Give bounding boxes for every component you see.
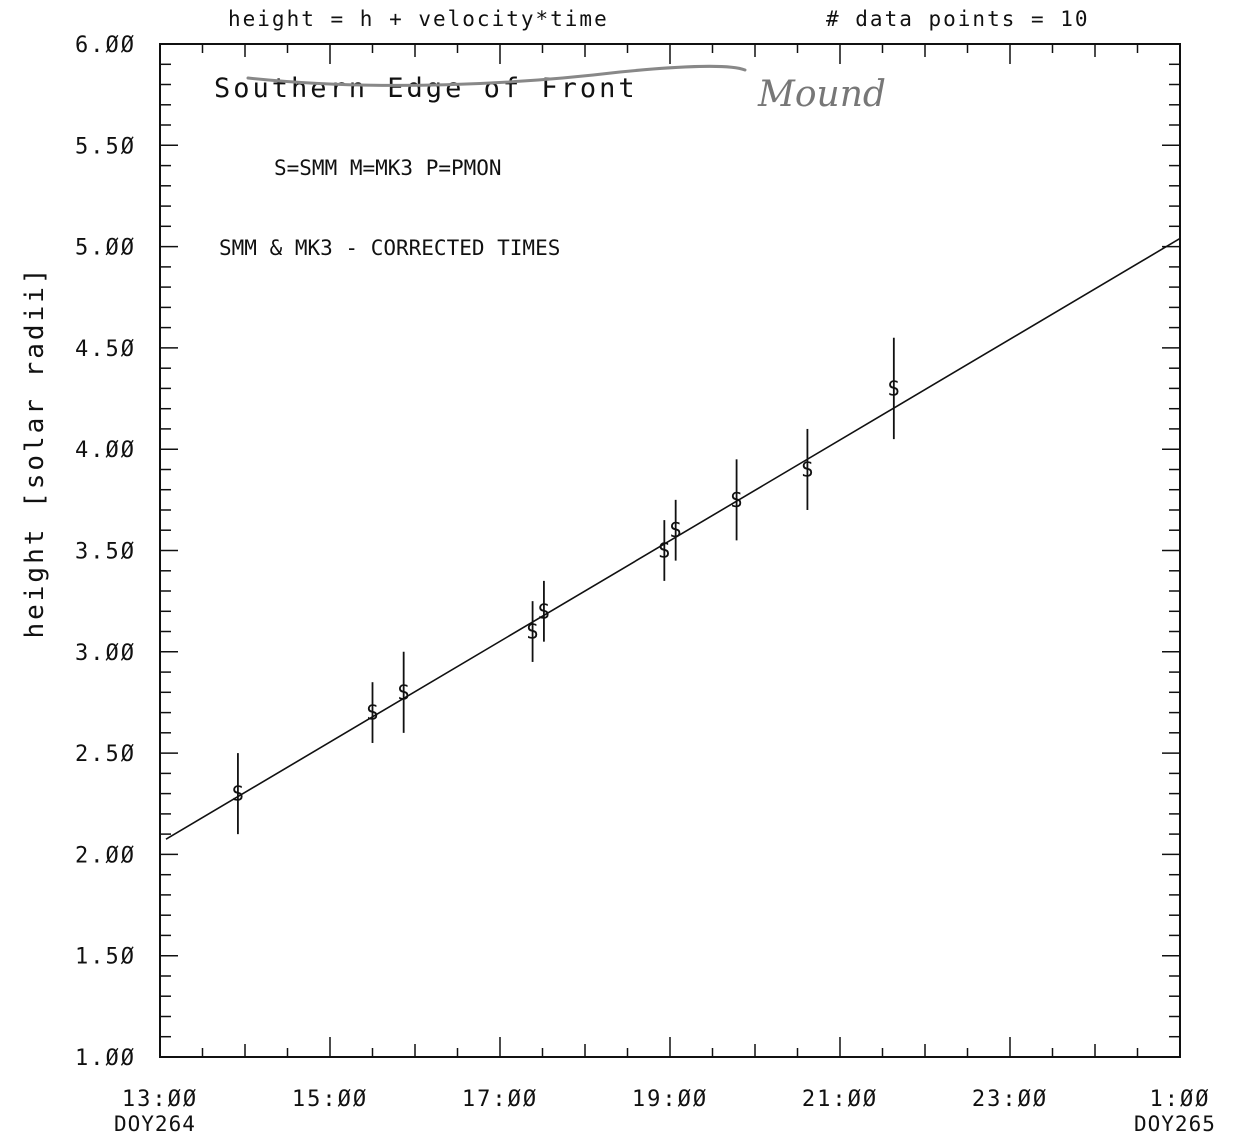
data-point-marker: S [527,620,539,644]
y-tick-label: 3.5Ø [75,540,136,565]
y-tick-label: 1.5Ø [75,945,136,970]
x-day-label-end: DOY265 [1134,1112,1216,1136]
y-tick-label: 5.5Ø [75,134,136,159]
y-tick-label: 2.5Ø [75,742,136,767]
axis-ticks [159,43,1181,1058]
y-tick-label: 4.5Ø [75,337,136,362]
x-tick-label: 17:ØØ [462,1087,538,1112]
data-point-marker: S [888,376,900,400]
corrected-times-note: SMM & MK3 - CORRECTED TIMES [219,236,560,260]
y-tick-label: 4.ØØ [75,438,136,463]
y-tick-label: 5.ØØ [75,236,136,261]
data-point-marker: S [232,782,244,806]
data-point-marker: S [731,488,743,512]
x-tick-label: 13:ØØ [122,1087,198,1112]
header-left: height = h + velocity*time [228,7,609,31]
y-axis-label: height [solar radii] [20,265,50,638]
x-day-label-start: DOY264 [114,1112,196,1136]
handwritten-strike [246,64,747,87]
y-tick-label: 2.ØØ [75,843,136,868]
data-point-marker: S [658,539,670,563]
data-point-marker: S [398,680,410,704]
x-tick-label: 23:ØØ [972,1087,1048,1112]
data-point-marker: S [538,599,550,623]
handwritten-note: Mound [757,74,886,115]
x-tick-label: 15:ØØ [292,1087,368,1112]
data-point-marker: S [801,457,813,481]
data-point-marker: S [366,701,378,725]
x-tick-label: 1:ØØ [1150,1087,1211,1112]
x-tick-label: 21:ØØ [802,1087,878,1112]
y-tick-label: 1.ØØ [75,1046,136,1071]
marker-legend: S=SMM M=MK3 P=PMON [274,156,502,180]
y-tick-label: 6.ØØ [75,33,136,58]
header-right: # data points = 10 [826,7,1090,31]
x-tick-labels: 13:ØØ 15:ØØ 17:ØØ 19:ØØ 21:ØØ 23:ØØ 1:ØØ [122,1087,1211,1112]
x-tick-label: 19:ØØ [632,1087,708,1112]
y-tick-label: 3.ØØ [75,641,136,666]
y-tick-labels: 1.ØØ 1.5Ø 2.ØØ 2.5Ø 3.ØØ 3.5Ø 4.ØØ 4.5Ø 5.ØØ 5.5Ø… [75,33,136,1071]
data-point-marker: S [670,518,682,542]
fit-line [165,237,1181,840]
